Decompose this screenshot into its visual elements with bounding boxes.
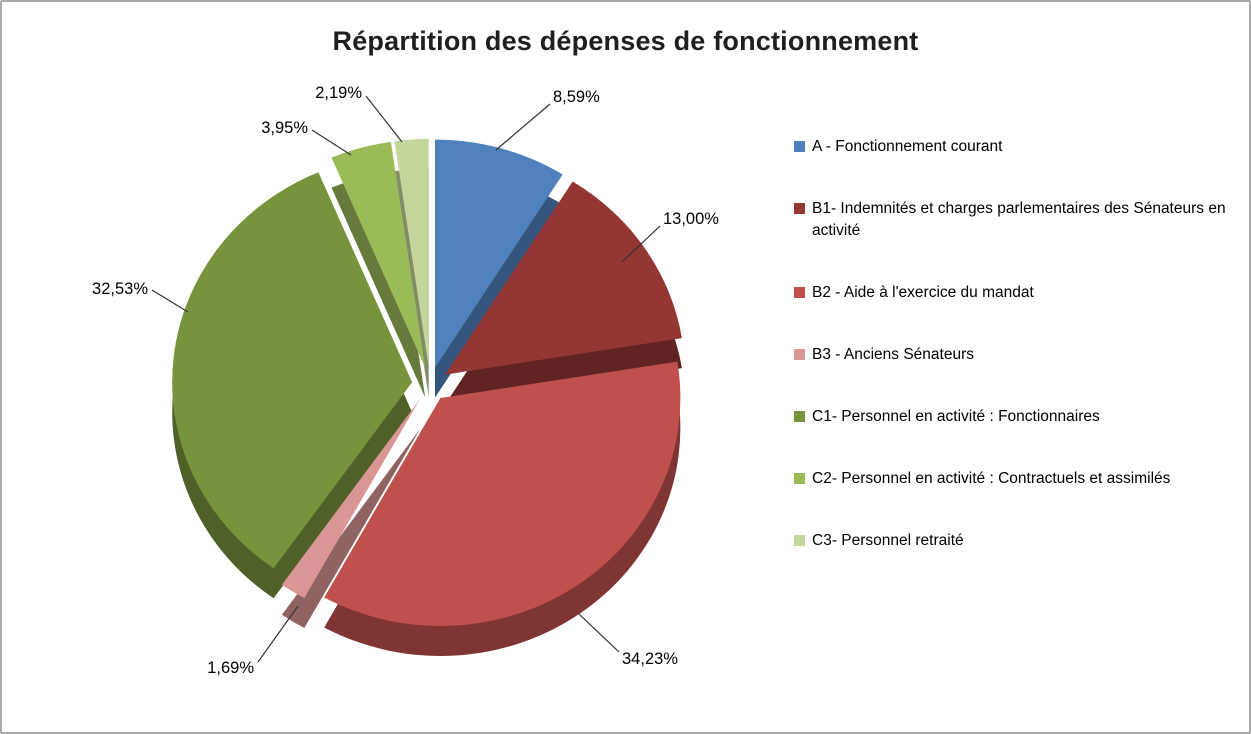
legend-item-6[interactable]: C3- Personnel retraité [794,530,1239,552]
legend-label: A - Fonctionnement courant [812,138,1003,155]
legend-item-0[interactable]: A - Fonctionnement courant [794,136,1239,158]
pie-slice-2[interactable] [324,361,681,626]
pie-label-2: 34,23% [622,650,678,668]
legend-swatch-icon [794,535,805,546]
legend-swatch-icon [794,473,805,484]
legend-item-3[interactable]: B3 - Anciens Sénateurs [794,344,1239,366]
legend-label: B2 - Aide à l'exercice du mandat [812,284,1034,301]
legend-label: B3 - Anciens Sénateurs [812,346,974,363]
pie-label-0: 8,59% [553,88,600,106]
callout-line-0 [495,103,551,151]
pie-slice-side-3 [281,428,421,628]
legend-item-2[interactable]: B2 - Aide à l'exercice du mandat [794,282,1239,304]
legend-swatch-icon [794,411,805,422]
legend-label: C2- Personnel en activité : Contractuels… [812,470,1171,487]
pie-slice-1[interactable] [445,181,682,375]
pie-slice-5[interactable] [331,141,426,368]
legend-swatch-icon [794,287,805,298]
legend-swatch-icon [794,141,805,152]
chart-legend: A - Fonctionnement courant B1- Indemnités… [794,136,1239,552]
pie-slice-3[interactable] [281,398,421,599]
legend-item-5[interactable]: C2- Personnel en activité : Contractuels… [794,468,1239,490]
pie-label-1: 13,00% [663,210,719,228]
chart-title: Répartition des dépenses de fonctionneme… [332,26,919,56]
legend-item-4[interactable]: C1- Personnel en activité : Fonctionnair… [794,406,1239,428]
pie-label-4: 32,53% [92,280,148,298]
callout-line-3 [257,605,299,663]
pie-label-3: 1,69% [207,659,254,677]
legend-swatch-icon [794,203,805,214]
pie-label-5: 3,95% [261,119,308,137]
legend-label: B1- Indemnités et charges parlementaires… [812,200,1226,239]
pie-slice-6[interactable] [394,138,429,367]
legend-label: C3- Personnel retraité [812,532,964,549]
callout-line-4 [151,289,189,313]
callout-line-5 [311,129,352,156]
callout-line-1 [621,225,661,263]
pie-slice-0[interactable] [435,139,563,368]
legend-item-1[interactable]: B1- Indemnités et charges parlementaires… [794,198,1239,242]
callout-line-6 [365,95,403,143]
callout-line-2 [578,613,620,653]
pie-slice-side-5 [331,171,426,398]
pie-label-6: 2,19% [315,84,362,102]
legend-swatch-icon [794,349,805,360]
pie-slice-4[interactable] [172,172,413,569]
legend-label: C1- Personnel en activité : Fonctionnair… [812,408,1100,425]
